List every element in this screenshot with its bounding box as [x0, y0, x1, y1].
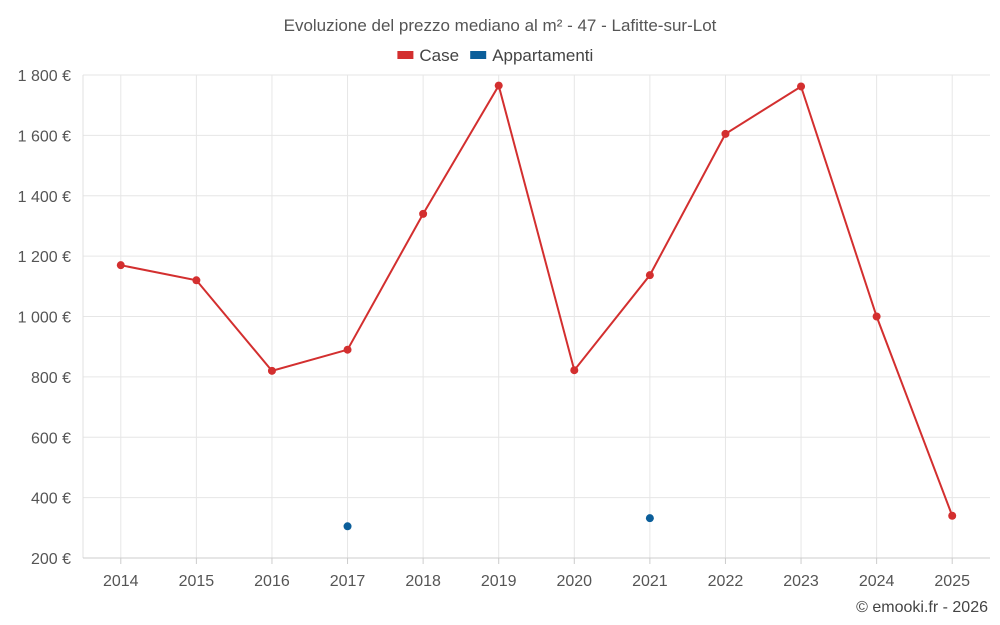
x-tick-label: 2022 — [708, 573, 744, 590]
x-tick-label: 2017 — [330, 573, 366, 590]
legend-swatch — [397, 51, 414, 59]
data-point — [494, 81, 503, 90]
x-tick-label: 2021 — [632, 573, 668, 590]
data-point — [192, 276, 201, 285]
axes: 200 € 400 € 600 € 800 € 1 000 € 1 200 € 1 400 … — [18, 68, 990, 590]
series — [116, 81, 957, 531]
series-line — [120, 82, 954, 517]
series-1 — [343, 514, 654, 531]
legend-label: Case — [419, 46, 459, 65]
x-tick-label: 2025 — [934, 573, 970, 590]
grid — [83, 74, 990, 559]
x-tick-label: 2024 — [859, 573, 895, 590]
x-tick-label: 2023 — [783, 573, 819, 590]
data-point — [419, 209, 428, 218]
y-tick-label: 600 € — [31, 430, 71, 447]
legend-item: Appartamenti — [470, 46, 593, 65]
copyright: © emooki.fr - 2026 — [856, 599, 988, 616]
y-tick-label: 400 € — [31, 491, 71, 508]
data-point — [645, 514, 654, 523]
y-tick-label: 1 800 € — [18, 68, 71, 85]
x-tick-label: 2014 — [103, 573, 139, 590]
data-point — [721, 129, 730, 138]
y-tick-label: 1 400 € — [18, 189, 71, 206]
data-point — [797, 82, 806, 91]
data-point — [570, 366, 579, 375]
x-tick-label: 2019 — [481, 573, 517, 590]
x-tick-label: 2015 — [179, 573, 215, 590]
data-point — [267, 366, 276, 375]
data-point — [645, 271, 654, 280]
x-tick-label: 2020 — [556, 573, 592, 590]
series-0 — [116, 81, 957, 520]
data-point — [343, 345, 352, 354]
data-point — [872, 312, 881, 321]
data-point — [116, 261, 125, 270]
data-point — [343, 522, 352, 531]
chart-title: Evoluzione del prezzo mediano al m² - 47… — [284, 16, 717, 35]
data-point — [948, 511, 957, 520]
legend-swatch — [470, 51, 487, 59]
legend: Case Appartamenti — [397, 46, 593, 65]
y-tick-label: 1 000 € — [18, 310, 71, 327]
y-tick-label: 1 600 € — [18, 128, 71, 145]
legend-label: Appartamenti — [492, 46, 593, 65]
x-tick-label: 2018 — [405, 573, 441, 590]
y-tick-label: 1 200 € — [18, 249, 71, 266]
x-tick-label: 2016 — [254, 573, 290, 590]
y-tick-label: 800 € — [31, 370, 71, 387]
y-tick-label: 200 € — [31, 551, 71, 568]
legend-item: Case — [397, 46, 459, 65]
